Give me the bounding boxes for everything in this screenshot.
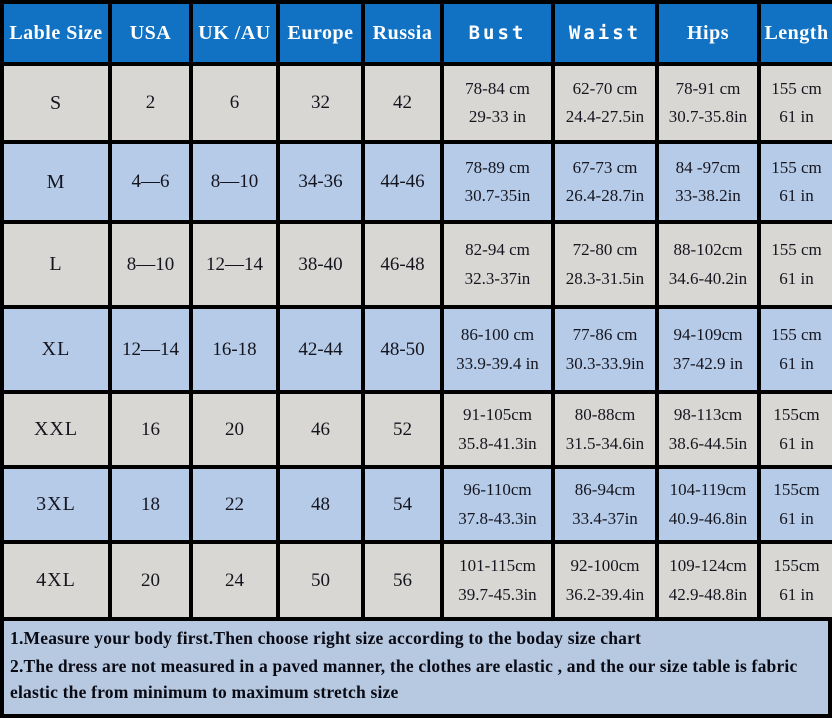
cell-europe: 38-40 xyxy=(276,220,365,309)
column-header-hips: Hips xyxy=(655,0,761,66)
cell-europe: 48 xyxy=(276,465,365,544)
cell-size: L xyxy=(0,220,112,309)
cell-size: 4XL xyxy=(0,540,112,621)
cell-bust: 82-94 cm 32.3-37in xyxy=(440,220,555,309)
cell-bust: 78-89 cm 30.7-35in xyxy=(440,140,555,224)
cell-russia: 46-48 xyxy=(361,220,444,309)
cell-uk-au: 8—10 xyxy=(189,140,280,224)
cell-waist: 77-86 cm 30.3-33.9in xyxy=(551,305,659,394)
column-header-europe: Europe xyxy=(276,0,365,66)
column-header-uk-au: UK /AU xyxy=(189,0,280,66)
cell-russia: 56 xyxy=(361,540,444,621)
cell-waist: 92-100cm 36.2-39.4in xyxy=(551,540,659,621)
table-row-l: L 8—10 12—14 38-40 46-48 82-94 cm 32.3-3… xyxy=(0,220,832,309)
table-row-xl: XL 12—14 16-18 42-44 48-50 86-100 cm 33.… xyxy=(0,305,832,394)
cell-usa: 12—14 xyxy=(108,305,193,394)
cell-usa: 4—6 xyxy=(108,140,193,224)
cell-usa: 20 xyxy=(108,540,193,621)
cell-uk-au: 22 xyxy=(189,465,280,544)
cell-length: 155 cm 61 in xyxy=(757,220,832,309)
cell-size: XL xyxy=(0,305,112,394)
cell-hips: 94-109cm 37-42.9 in xyxy=(655,305,761,394)
cell-usa: 18 xyxy=(108,465,193,544)
cell-size: S xyxy=(0,62,112,144)
cell-russia: 42 xyxy=(361,62,444,144)
header-row: Lable Size USA UK /AU Europe Russia Bust… xyxy=(0,0,832,66)
note-line-1: 1.Measure your body first.Then choose ri… xyxy=(10,628,642,648)
column-header-usa: USA xyxy=(108,0,193,66)
cell-bust: 78-84 cm 29-33 in xyxy=(440,62,555,144)
cell-waist: 86-94cm 33.4-37in xyxy=(551,465,659,544)
cell-bust: 91-105cm 35.8-41.3in xyxy=(440,390,555,469)
cell-hips: 104-119cm 40.9-46.8in xyxy=(655,465,761,544)
cell-length: 155cm 61 in xyxy=(757,390,832,469)
cell-russia: 54 xyxy=(361,465,444,544)
cell-waist: 72-80 cm 28.3-31.5in xyxy=(551,220,659,309)
cell-uk-au: 20 xyxy=(189,390,280,469)
cell-usa: 2 xyxy=(108,62,193,144)
cell-size: 3XL xyxy=(0,465,112,544)
table-row-m: M 4—6 8—10 34-36 44-46 78-89 cm 30.7-35i… xyxy=(0,140,832,224)
cell-europe: 42-44 xyxy=(276,305,365,394)
column-header-bust: Bust xyxy=(440,0,555,66)
cell-length: 155 cm 61 in xyxy=(757,140,832,224)
cell-bust: 86-100 cm 33.9-39.4 in xyxy=(440,305,555,394)
cell-bust: 96-110cm 37.8-43.3in xyxy=(440,465,555,544)
notes-panel: 1.Measure your body first.Then choose ri… xyxy=(0,621,832,718)
column-header-length: Length xyxy=(757,0,832,66)
cell-usa: 8—10 xyxy=(108,220,193,309)
cell-hips: 88-102cm 34.6-40.2in xyxy=(655,220,761,309)
cell-hips: 84 -97cm 33-38.2in xyxy=(655,140,761,224)
cell-europe: 32 xyxy=(276,62,365,144)
cell-waist: 80-88cm 31.5-34.6in xyxy=(551,390,659,469)
note-line-2: 2.The dress are not measured in a paved … xyxy=(10,656,798,702)
table-row-xxl: XXL 16 20 46 52 91-105cm 35.8-41.3in 80-… xyxy=(0,390,832,469)
cell-uk-au: 12—14 xyxy=(189,220,280,309)
cell-uk-au: 24 xyxy=(189,540,280,621)
table-row-s: S 2 6 32 42 78-84 cm 29-33 in 62-70 cm 2… xyxy=(0,62,832,144)
cell-hips: 98-113cm 38.6-44.5in xyxy=(655,390,761,469)
cell-hips: 78-91 cm 30.7-35.8in xyxy=(655,62,761,144)
size-chart-table: Lable Size USA UK /AU Europe Russia Bust… xyxy=(0,0,832,621)
cell-size: M xyxy=(0,140,112,224)
column-header-lable-size: Lable Size xyxy=(0,0,112,66)
cell-uk-au: 16-18 xyxy=(189,305,280,394)
table-row-3xl: 3XL 18 22 48 54 96-110cm 37.8-43.3in 86-… xyxy=(0,465,832,544)
cell-europe: 46 xyxy=(276,390,365,469)
cell-russia: 44-46 xyxy=(361,140,444,224)
cell-length: 155cm 61 in xyxy=(757,540,832,621)
cell-length: 155 cm 61 in xyxy=(757,62,832,144)
cell-length: 155cm 61 in xyxy=(757,465,832,544)
cell-europe: 50 xyxy=(276,540,365,621)
cell-bust: 101-115cm 39.7-45.3in xyxy=(440,540,555,621)
cell-size: XXL xyxy=(0,390,112,469)
cell-waist: 62-70 cm 24.4-27.5in xyxy=(551,62,659,144)
cell-europe: 34-36 xyxy=(276,140,365,224)
cell-hips: 109-124cm 42.9-48.8in xyxy=(655,540,761,621)
cell-russia: 48-50 xyxy=(361,305,444,394)
cell-russia: 52 xyxy=(361,390,444,469)
column-header-russia: Russia xyxy=(361,0,444,66)
cell-uk-au: 6 xyxy=(189,62,280,144)
table-row-4xl: 4XL 20 24 50 56 101-115cm 39.7-45.3in 92… xyxy=(0,540,832,621)
cell-length: 155 cm 61 in xyxy=(757,305,832,394)
column-header-waist: Waist xyxy=(551,0,659,66)
cell-usa: 16 xyxy=(108,390,193,469)
cell-waist: 67-73 cm 26.4-28.7in xyxy=(551,140,659,224)
